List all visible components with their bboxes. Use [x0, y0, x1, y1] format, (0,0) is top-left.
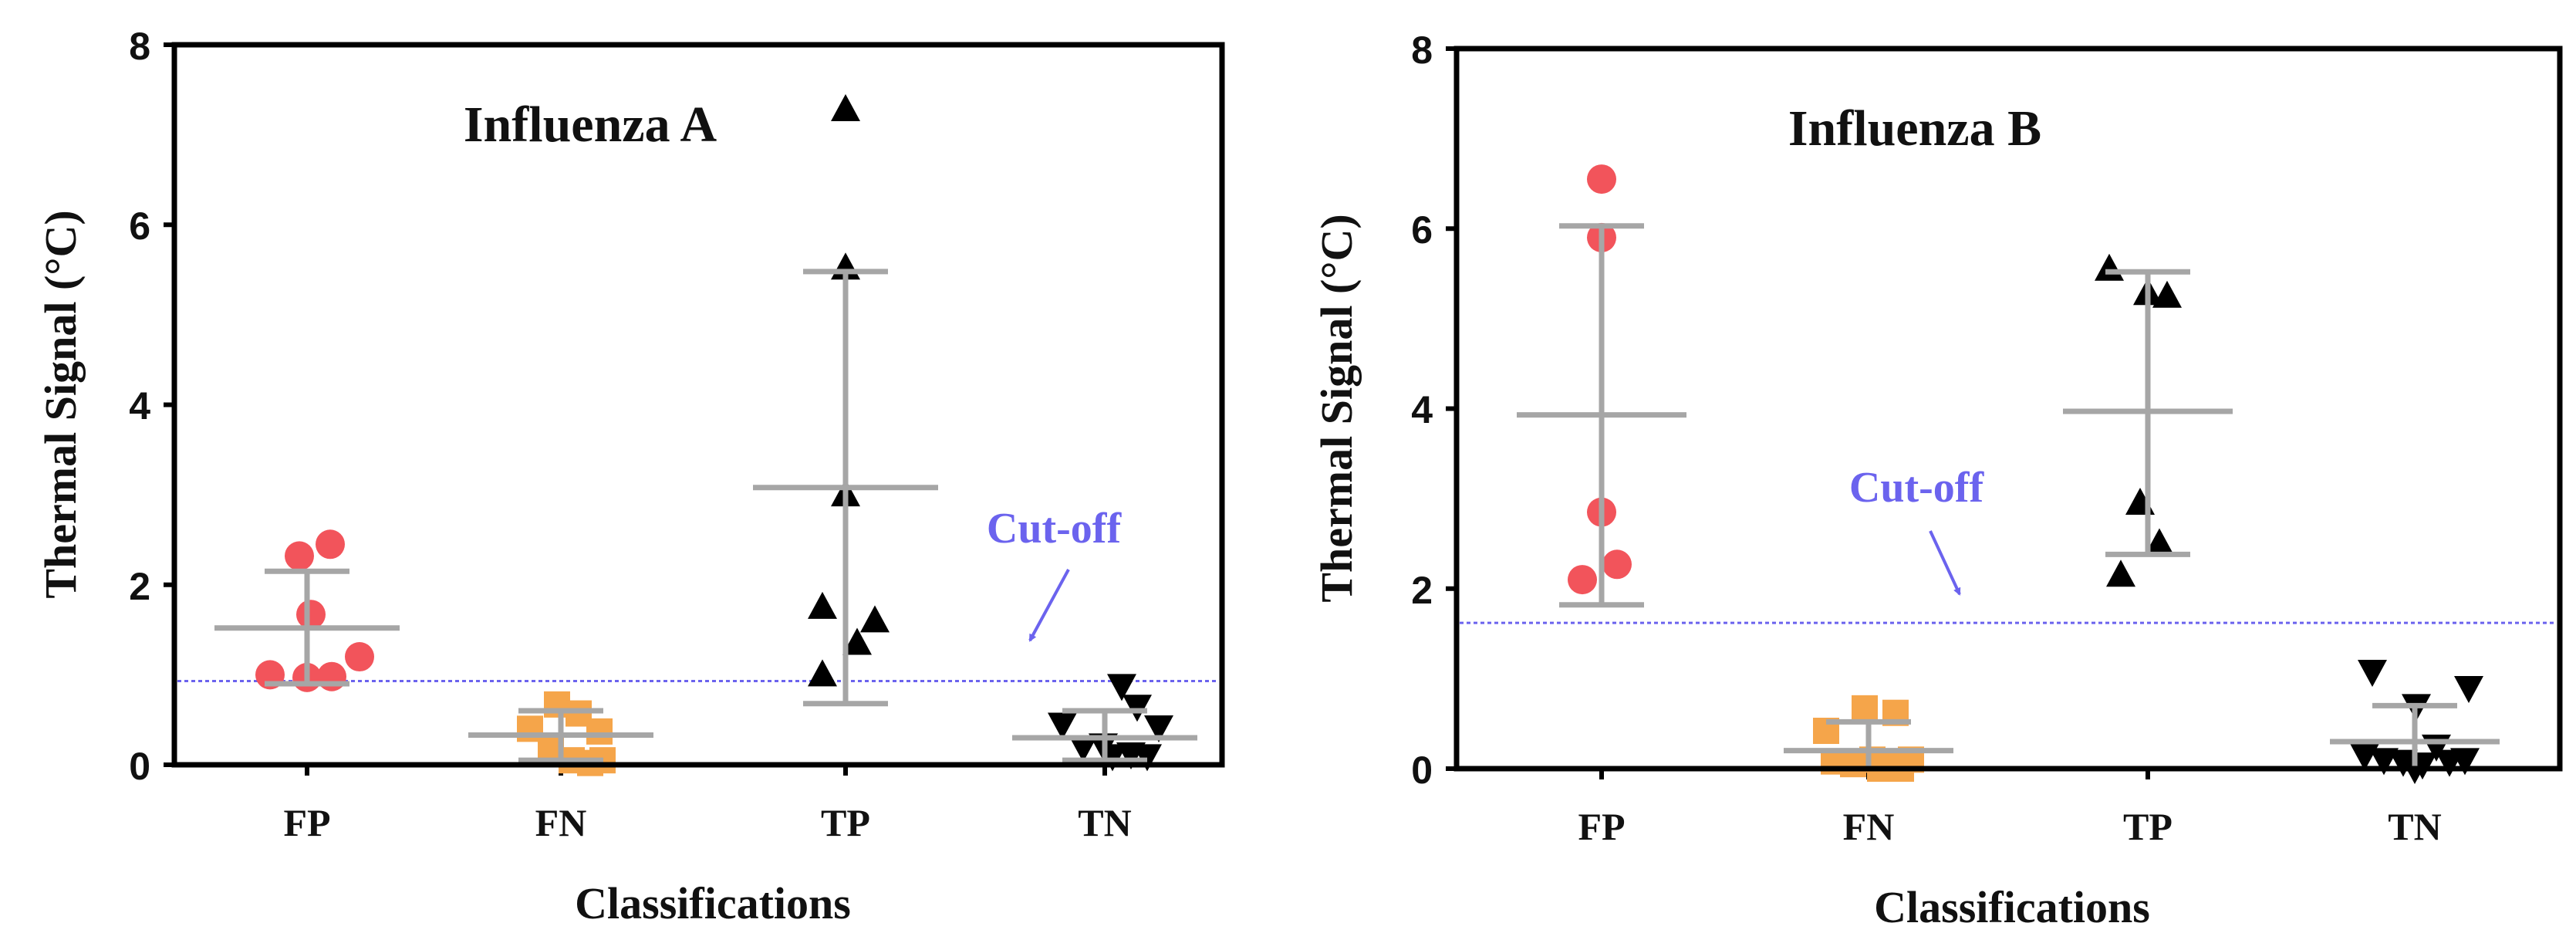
chart-a-title: Influenza A: [464, 96, 717, 153]
chart-b-xtick-tn: TN: [2388, 805, 2441, 848]
chart-b-xtick-fn: FN: [1843, 805, 1895, 848]
chart-b-x-axis-title: Classifications: [1874, 882, 2150, 932]
chart-b-tn-point-2: [2454, 676, 2483, 704]
chart-b-fp-point-5: [1568, 565, 1597, 595]
chart-b-plot-frame: [1453, 46, 2563, 772]
chart-a-ytick-0: 0: [129, 745, 150, 788]
chart-a-xtick-fp: FP: [283, 801, 330, 844]
chart-b-tp-point-1: [2095, 253, 2124, 281]
chart-a-fp-point-6: [317, 661, 346, 691]
chart-a-tn-point-1: [1048, 712, 1077, 740]
chart-a-tp-point-7: [808, 659, 837, 687]
chart-a-ytick-4: 4: [129, 384, 150, 428]
chart-b-cutoff-arrow: [1929, 530, 1961, 596]
chart-a-ytick-8: 8: [129, 25, 150, 68]
chart-b-tp-point-3: [2152, 280, 2182, 308]
chart-a-tp-point-6: [842, 627, 872, 655]
chart-b-tn-point-10: [2450, 748, 2480, 776]
chart-b-y-axis-title: Thermal Signal (°C): [1312, 214, 1362, 602]
chart-b-tp-point-5: [2145, 528, 2174, 556]
chart-b-plot-layer: [1446, 46, 2557, 784]
chart-b-y-ticks: 0 2 4 6 8: [1411, 29, 1433, 792]
chart-a-y-ticks: 0 2 4 6 8: [129, 25, 150, 788]
chart-b-xtick-fp: FP: [1578, 805, 1625, 848]
chart-a-tp-point-5: [860, 605, 890, 633]
chart-a-fp-point-3: [316, 529, 345, 560]
chart-a-fp-point-2: [285, 541, 314, 571]
chart-a-xtick-fn: FN: [535, 801, 587, 844]
chart-a-plot-frame: [171, 42, 1225, 768]
chart-b-fn-point-2: [1852, 695, 1878, 722]
chart-a-cutoff-arrow: [1028, 569, 1070, 642]
chart-b-ytick-6: 6: [1411, 208, 1433, 252]
chart-a-tn-point-2: [1069, 735, 1098, 762]
chart-a-fn-point-5: [586, 718, 613, 745]
chart-a-fp-point-7: [345, 642, 374, 672]
chart-a-xtick-tn: TN: [1078, 801, 1131, 844]
chart-influenza-a: Influenza A 0 2 4 6 8 FP FN TP TN Classi…: [35, 25, 1225, 928]
chart-a-plot-layer: [164, 42, 1219, 776]
chart-b-ytick-8: 8: [1411, 29, 1433, 72]
chart-b-x-ticks: FP FN TP TN: [1578, 805, 2441, 848]
chart-a-tn-point-6: [1144, 715, 1173, 743]
chart-b-fp-point-1: [1587, 164, 1616, 194]
chart-b-tn-point-1: [2358, 660, 2387, 688]
chart-a-xtick-tp: TP: [821, 801, 870, 844]
chart-influenza-b: Influenza B 0 2 4 6 8 FP FN TP TN Classi…: [1312, 29, 2563, 932]
chart-a-ytick-2: 2: [129, 565, 150, 608]
chart-b-ytick-0: 0: [1411, 749, 1433, 792]
chart-b-fp-point-4: [1602, 549, 1632, 580]
chart-b-ytick-2: 2: [1411, 569, 1433, 612]
chart-b-ytick-4: 4: [1411, 388, 1433, 431]
chart-a-x-ticks: FP FN TP TN: [283, 801, 1131, 844]
chart-a-tn-point-4: [1107, 674, 1136, 702]
chart-a-cutoff-label: Cut-off: [987, 505, 1123, 553]
chart-a-x-axis-title: Classifications: [575, 878, 851, 928]
chart-a-tp-point-1: [831, 93, 860, 121]
chart-a-ytick-6: 6: [129, 205, 150, 248]
chart-b-cutoff-label: Cut-off: [1849, 464, 1985, 512]
chart-b-xtick-tp: TP: [2123, 805, 2173, 848]
chart-a-fp-point-4: [296, 600, 326, 630]
chart-a-y-axis-title: Thermal Signal (°C): [35, 210, 86, 598]
chart-b-title: Influenza B: [1788, 100, 2041, 157]
chart-b-tp-point-6: [2106, 560, 2135, 587]
chart-a-tp-point-4: [808, 591, 837, 619]
